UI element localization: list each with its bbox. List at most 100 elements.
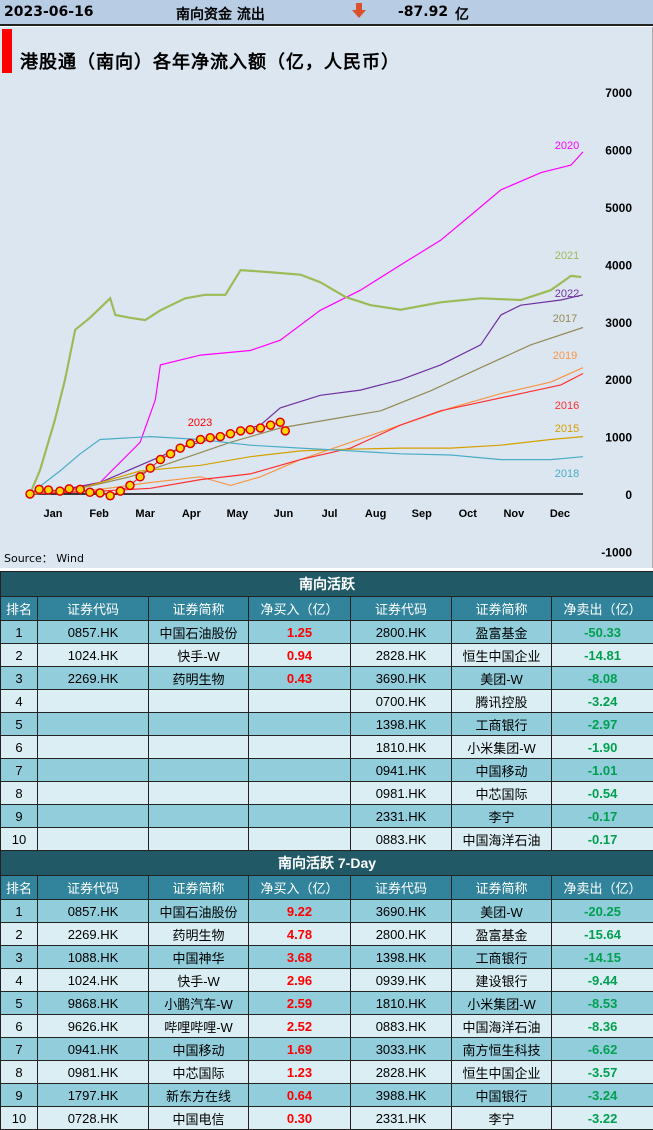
net-buy-cell: 4.78: [249, 923, 351, 946]
column-header: 净买入（亿）: [249, 597, 351, 621]
series-label-2020: 2020: [555, 140, 579, 152]
down-arrow-icon: [352, 3, 366, 23]
sell-code-cell: 2800.HK: [351, 621, 452, 644]
series-label-2019: 2019: [553, 350, 577, 362]
sell-code-cell: 0981.HK: [351, 782, 452, 805]
sell-code-cell: 1398.HK: [351, 946, 452, 969]
net-sell-cell: -1.90: [552, 736, 653, 759]
y-tick-label: 3000: [605, 316, 632, 330]
rank-cell: 5: [1, 992, 38, 1015]
data-point-2023: [281, 427, 289, 435]
series-line-2015: [30, 437, 583, 494]
net-buy-cell: [249, 805, 351, 828]
sell-code-cell: 2331.HK: [351, 1107, 452, 1130]
sell-name-cell: 工商银行: [452, 946, 552, 969]
buy-name-cell: [149, 828, 249, 851]
buy-name-cell: [149, 759, 249, 782]
column-header: 证券简称: [452, 876, 552, 900]
net-buy-cell: 3.68: [249, 946, 351, 969]
table-title: 南向活跃 7-Day: [1, 851, 653, 876]
sell-name-cell: 恒生中国企业: [452, 1061, 552, 1084]
buy-code-cell: 0981.HK: [38, 1061, 149, 1084]
column-header: 排名: [1, 597, 38, 621]
flow-value: -87.92: [398, 4, 448, 20]
buy-code-cell: 9626.HK: [38, 1015, 149, 1038]
buy-name-cell: [149, 736, 249, 759]
buy-name-cell: 中国电信: [149, 1107, 249, 1130]
x-tick-label: Aug: [365, 508, 386, 520]
y-tick-label: -1000: [601, 545, 632, 559]
net-buy-cell: 2.59: [249, 992, 351, 1015]
net-buy-cell: 1.69: [249, 1038, 351, 1061]
series-label-2021: 2021: [555, 250, 579, 262]
sell-name-cell: 小米集团-W: [452, 736, 552, 759]
sell-name-cell: 盈富基金: [452, 923, 552, 946]
data-point-2023: [96, 489, 104, 497]
net-sell-cell: -2.97: [552, 713, 653, 736]
net-sell-cell: -8.36: [552, 1015, 653, 1038]
net-buy-cell: 0.30: [249, 1107, 351, 1130]
buy-code-cell: 0728.HK: [38, 1107, 149, 1130]
x-tick-label: Feb: [89, 508, 109, 520]
net-sell-cell: -20.25: [552, 900, 653, 923]
y-tick-label: 6000: [605, 144, 632, 158]
column-header: 证券简称: [149, 876, 249, 900]
flow-unit: 亿: [455, 4, 469, 24]
sell-code-cell: 0700.HK: [351, 690, 452, 713]
series-label-2017: 2017: [553, 313, 577, 325]
net-buy-cell: [249, 713, 351, 736]
data-point-2023: [206, 434, 214, 442]
buy-code-cell: [38, 782, 149, 805]
sell-name-cell: 中国海洋石油: [452, 1015, 552, 1038]
data-point-2023: [197, 435, 205, 443]
rank-cell: 3: [1, 946, 38, 969]
sell-name-cell: 盈富基金: [452, 621, 552, 644]
sell-name-cell: 腾讯控股: [452, 690, 552, 713]
data-point-2023: [256, 424, 264, 432]
series-label-2015: 2015: [555, 423, 579, 435]
net-sell-cell: -0.54: [552, 782, 653, 805]
rank-cell: 6: [1, 1015, 38, 1038]
chart-source: Source： Wind: [4, 550, 84, 566]
series-line-2016: [30, 374, 583, 495]
sell-code-cell: 1810.HK: [351, 992, 452, 1015]
column-header: 证券简称: [452, 597, 552, 621]
date: 2023-06-16: [4, 4, 94, 20]
buy-name-cell: 哔哩哔哩-W: [149, 1015, 249, 1038]
sell-name-cell: 美团-W: [452, 900, 552, 923]
data-point-2023: [246, 426, 254, 434]
rank-cell: 9: [1, 1084, 38, 1107]
buy-code-cell: [38, 736, 149, 759]
net-buy-cell: 2.96: [249, 969, 351, 992]
y-tick-label: 5000: [605, 201, 632, 215]
data-point-2023: [146, 464, 154, 472]
sell-code-cell: 3033.HK: [351, 1038, 452, 1061]
sell-name-cell: 李宁: [452, 805, 552, 828]
net-sell-cell: -6.62: [552, 1038, 653, 1061]
rank-cell: 3: [1, 667, 38, 690]
y-tick-label: 1000: [605, 431, 632, 445]
sell-code-cell: 2800.HK: [351, 923, 452, 946]
data-point-2023: [106, 492, 114, 500]
